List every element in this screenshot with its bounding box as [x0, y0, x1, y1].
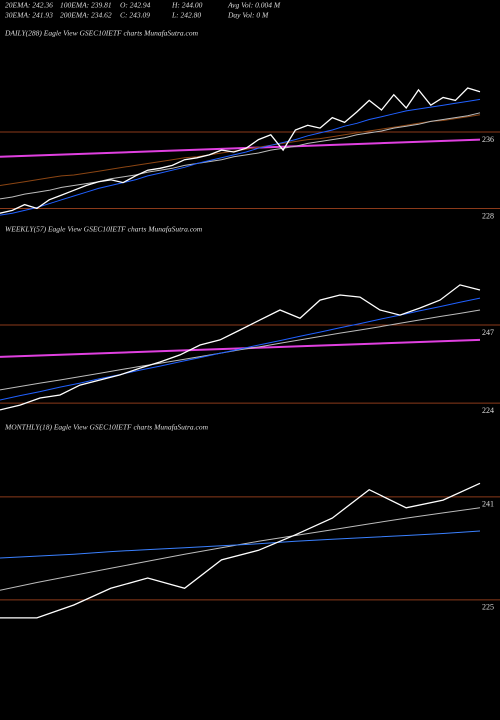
header-stat: C: 243.09: [120, 11, 150, 20]
series-line: [0, 87, 481, 214]
trend-line: [0, 138, 481, 158]
series-line: [0, 284, 481, 411]
header-stat: 100EMA: 239.81: [60, 1, 112, 10]
series-line: [0, 530, 481, 559]
header-stat: 20EMA: 242.36: [5, 1, 53, 10]
y-tick-label: 247: [482, 328, 494, 337]
y-tick-label: 236: [482, 135, 494, 144]
y-tick-label: 224: [482, 406, 494, 415]
series-line: [0, 482, 481, 619]
header-stat: Avg Vol: 0.004 M: [227, 1, 281, 10]
series-line: [0, 309, 481, 391]
header-stat: 200EMA: 234.62: [60, 11, 112, 20]
series-line: [0, 98, 481, 216]
y-tick-label: 225: [482, 603, 494, 612]
panel-title: WEEKLY(57) Eagle View GSEC10IETF charts …: [5, 225, 203, 234]
header-stat: L: 242.80: [171, 11, 201, 20]
y-tick-label: 241: [482, 500, 494, 509]
header-stat: O: 242.94: [120, 1, 151, 10]
y-tick-label: 228: [482, 211, 494, 220]
header-stat: H: 244.00: [171, 1, 203, 10]
series-line: [0, 112, 481, 200]
trend-line: [0, 338, 481, 358]
panel-title: DAILY(288) Eagle View GSEC10IETF charts …: [4, 29, 199, 38]
header-stat: Day Vol: 0 M: [227, 11, 269, 20]
panel-title: MONTHLY(18) Eagle View GSEC10IETF charts…: [4, 423, 209, 432]
header-stat: 30EMA: 241.93: [4, 11, 53, 20]
